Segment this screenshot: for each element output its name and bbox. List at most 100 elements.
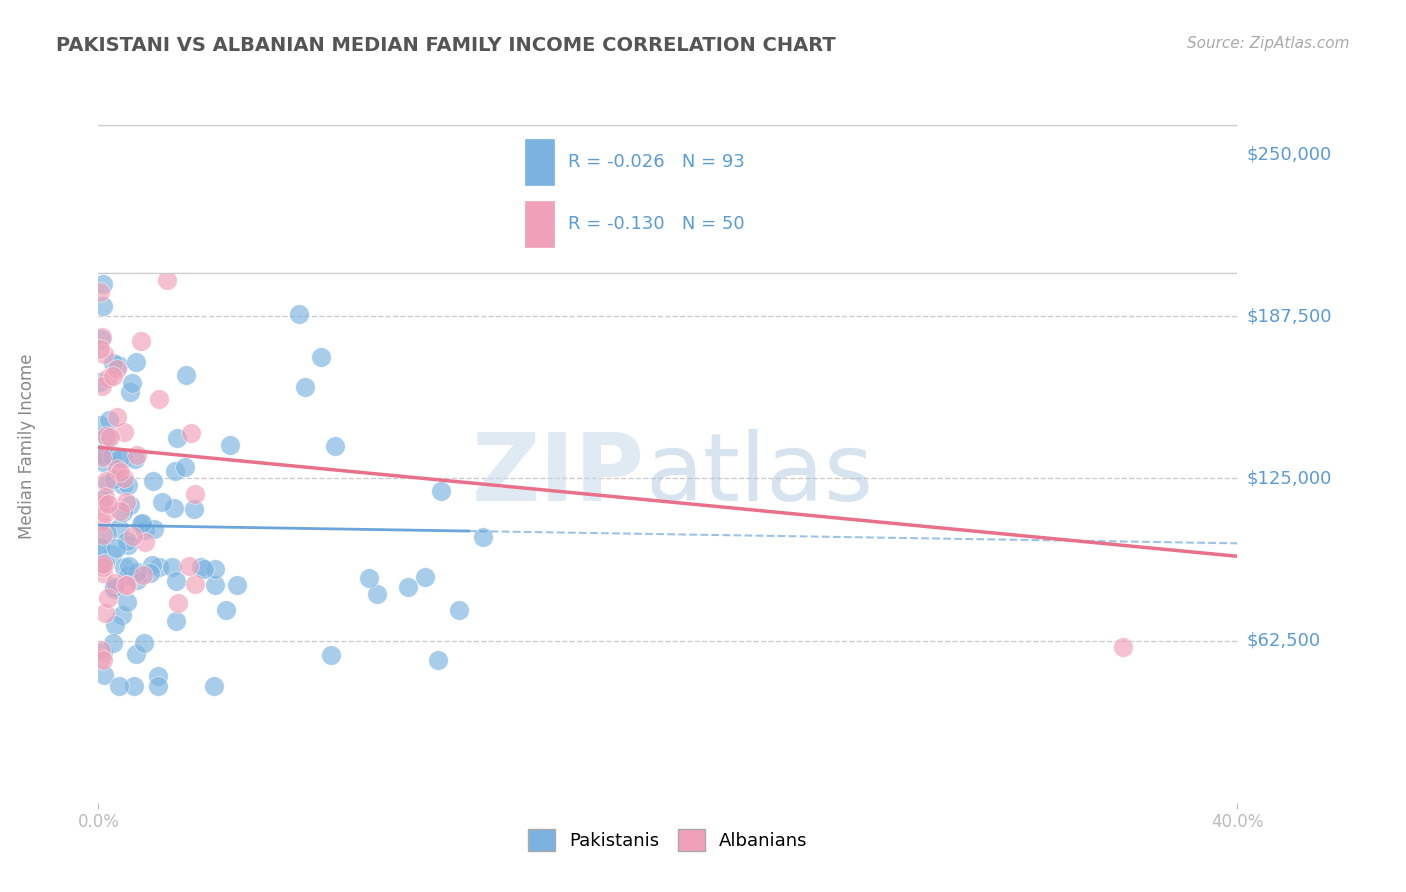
Point (142, 474, 165, 488)
Bar (526, 138, 554, 186)
Point (91, 378, 114, 392)
Point (103, 580, 125, 594)
Point (91, 277, 114, 291)
Point (180, 425, 202, 440)
Point (226, 578, 249, 592)
Point (94, 557, 117, 571)
Point (115, 494, 138, 508)
Point (174, 460, 197, 475)
Point (472, 530, 495, 544)
Point (294, 380, 316, 394)
Point (96, 431, 118, 445)
Point (118, 559, 141, 574)
Point (132, 636, 155, 650)
Point (94, 429, 117, 443)
Point (110, 465, 132, 479)
Point (101, 356, 124, 370)
Point (91, 645, 114, 659)
Point (103, 582, 125, 596)
Point (103, 472, 125, 486)
Text: R = -0.130   N = 50: R = -0.130 N = 50 (568, 215, 745, 233)
Point (127, 573, 149, 587)
Point (104, 541, 127, 555)
Point (125, 647, 148, 661)
Text: ZIP: ZIP (472, 428, 645, 521)
Text: PAKISTANI VS ALBANIAN MEDIAN FAMILY INCOME CORRELATION CHART: PAKISTANI VS ALBANIAN MEDIAN FAMILY INCO… (56, 36, 837, 54)
Point (204, 577, 226, 591)
Point (357, 571, 380, 585)
Point (111, 450, 134, 465)
Point (89, 285, 111, 299)
Point (183, 501, 205, 516)
Point (134, 523, 156, 537)
Point (93, 450, 115, 464)
Point (125, 565, 148, 579)
Bar (526, 201, 554, 247)
Text: $250,000: $250,000 (1246, 145, 1331, 163)
Point (90, 332, 112, 346)
Point (117, 478, 139, 492)
Point (94, 475, 117, 489)
Point (148, 392, 170, 406)
Point (94, 607, 117, 621)
Point (101, 636, 124, 650)
Point (105, 409, 128, 424)
Text: Source: ZipAtlas.com: Source: ZipAtlas.com (1187, 36, 1350, 51)
Point (162, 559, 184, 574)
Point (139, 566, 162, 581)
Point (96, 526, 118, 541)
Point (111, 505, 134, 519)
Point (90, 651, 112, 665)
Point (90, 541, 112, 555)
Point (396, 580, 419, 594)
Point (366, 586, 388, 600)
Point (111, 607, 134, 622)
Point (101, 368, 124, 383)
Point (89, 447, 111, 461)
Point (91, 330, 114, 344)
Point (121, 376, 143, 390)
Point (163, 501, 186, 516)
Point (89, 238, 111, 252)
Point (142, 522, 165, 536)
Point (202, 679, 225, 693)
Point (104, 618, 127, 632)
Point (100, 548, 122, 562)
Point (93, 347, 115, 361)
Point (93, 566, 115, 581)
Point (89, 540, 111, 554)
Point (101, 449, 124, 463)
Point (148, 560, 170, 574)
Point (219, 438, 242, 452)
Point (167, 596, 190, 610)
Point (150, 495, 173, 509)
Point (321, 648, 343, 663)
Point (430, 484, 453, 499)
Point (93, 506, 115, 520)
Point (122, 529, 145, 543)
Point (91, 299, 114, 313)
Point (134, 534, 156, 549)
Point (184, 577, 207, 591)
Point (163, 464, 186, 478)
Text: $62,500: $62,500 (1246, 632, 1320, 649)
Point (89, 376, 111, 390)
Text: atlas: atlas (645, 428, 873, 521)
Point (193, 562, 215, 576)
Point (148, 669, 170, 683)
Point (111, 478, 134, 492)
Point (91, 559, 114, 574)
Point (91, 450, 114, 464)
Point (89, 418, 111, 433)
Point (91, 528, 114, 542)
Point (146, 679, 169, 693)
Point (115, 577, 138, 591)
Point (93, 558, 115, 572)
Point (107, 358, 129, 372)
Point (165, 574, 187, 589)
Text: $125,000: $125,000 (1246, 469, 1331, 487)
Point (288, 307, 311, 321)
Legend: Pakistanis, Albanians: Pakistanis, Albanians (520, 822, 815, 858)
Point (131, 516, 153, 531)
Point (108, 679, 131, 693)
